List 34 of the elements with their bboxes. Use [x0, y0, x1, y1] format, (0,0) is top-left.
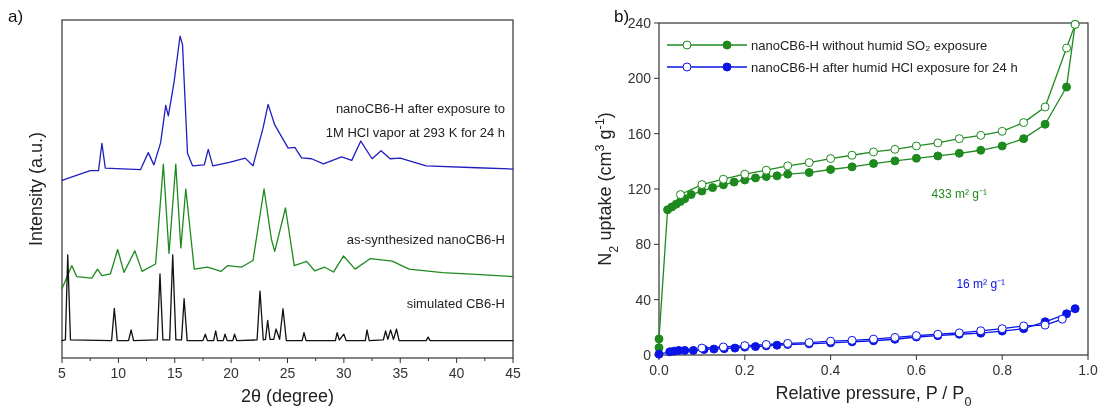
x-tick-label: 15 [166, 365, 183, 381]
series-label: nanoCB6-H after exposure to 1M HCl vapor at 293 K for 24 h [325, 100, 505, 140]
x-tick-label: 0.6 [906, 362, 927, 378]
x-axis-title: 2θ (degree) [240, 386, 335, 406]
y-tick-label: 0 [643, 347, 652, 363]
y-tick-label: 160 [627, 125, 652, 142]
x-tick-label: 10 [110, 365, 127, 381]
y-tick-label: 200 [627, 70, 652, 87]
x-tick-label: 0.2 [735, 362, 755, 378]
x-tick-label: 5 [58, 365, 67, 381]
x-tick-label: 0.0 [649, 362, 669, 378]
legend-label: nanoCB6-H without humid SO₂ exposure [751, 37, 988, 53]
x-tick-label: 40 [448, 365, 465, 381]
x-axis-title: Relative pressure, P / P$_{0}$ [775, 383, 972, 409]
y-tick-label: 120 [627, 181, 652, 197]
x-tick-label: 20 [223, 365, 240, 381]
legend-label: nanoCB6-H after humid HCl exposure for 24 h [751, 59, 1018, 75]
text: b) [614, 7, 630, 26]
x-tick-label: 25 [279, 365, 296, 381]
y-tick-label: 240 [627, 15, 652, 31]
x-tick-label: 1.0 [1078, 362, 1098, 378]
x-tick-label: 0.8 [992, 362, 1013, 378]
x-tick-label: 30 [336, 365, 352, 381]
series-label: simulated CB6-H [406, 296, 505, 312]
x-tick-label: 0.4 [820, 362, 841, 378]
text: a) [8, 7, 24, 26]
x-tick-label: 35 [392, 365, 409, 381]
y-tick-label: 80 [635, 236, 652, 253]
annotation: 16 m² g⁻¹ [956, 277, 1006, 292]
x-tick-label: 45 [505, 365, 521, 381]
y-axis-title: Intensity (a.u.) [26, 131, 46, 247]
y-tick-label: 40 [635, 291, 652, 308]
annotation: 433 m² g⁻¹ [931, 187, 987, 202]
series-label: as-synthesized nanoCB6-H [346, 232, 505, 248]
